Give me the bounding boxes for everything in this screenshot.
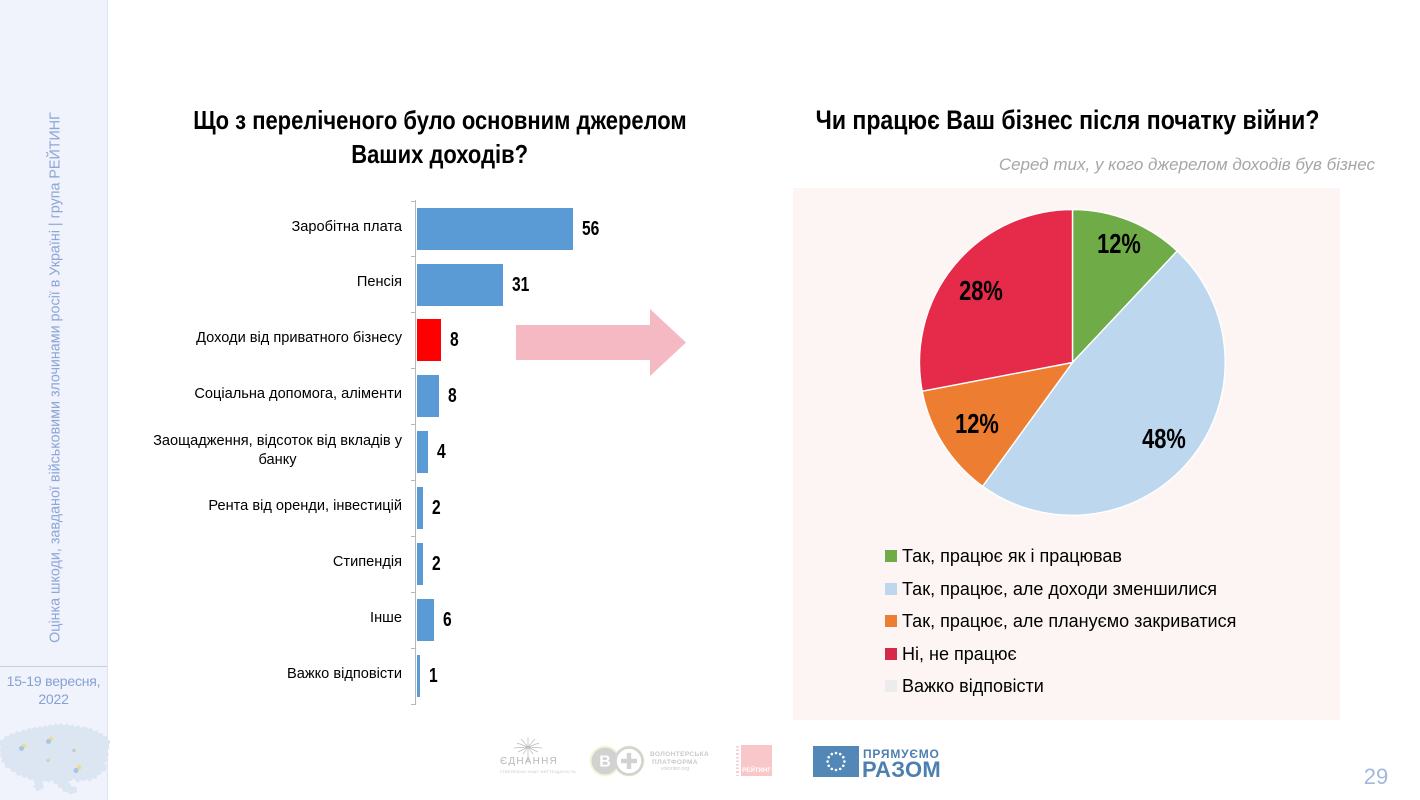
- svg-text:B: B: [599, 754, 611, 771]
